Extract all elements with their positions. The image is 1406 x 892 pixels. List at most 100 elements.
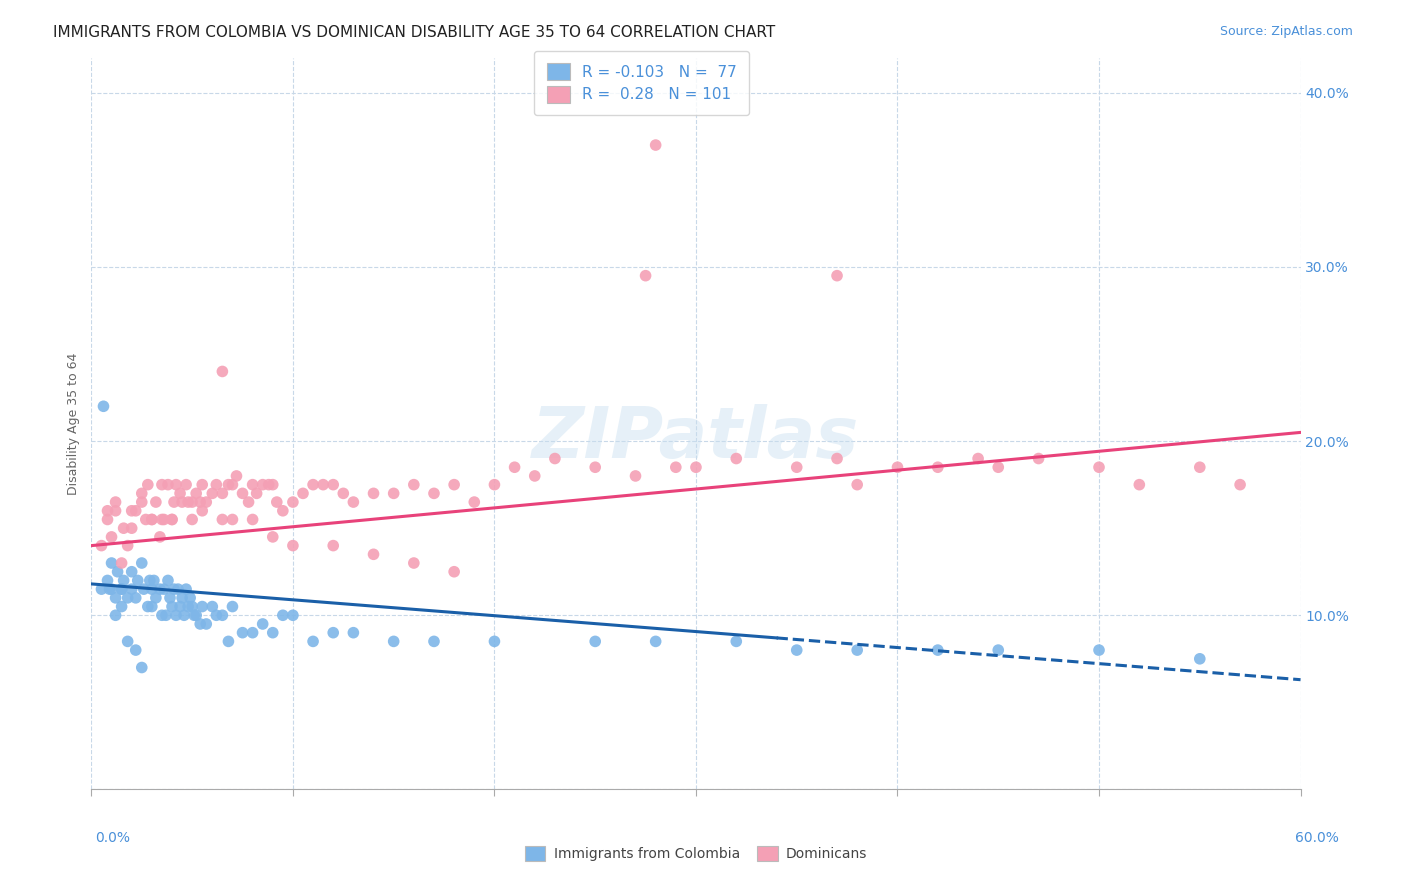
Point [163, 495, 186, 509]
Point [160, 512, 183, 526]
Point [302, 634, 325, 648]
Point [262, 477, 284, 491]
Point [160, 512, 183, 526]
Point [181, 599, 204, 614]
Point [177, 599, 200, 614]
Point [160, 599, 183, 614]
Point [90, 539, 112, 553]
Point [111, 582, 132, 596]
Point [195, 617, 218, 632]
Point [786, 643, 808, 657]
Point [634, 268, 657, 283]
Point [172, 591, 194, 605]
Point [463, 495, 485, 509]
Point [141, 599, 163, 614]
Point [266, 495, 288, 509]
Point [242, 477, 264, 491]
Point [846, 643, 869, 657]
Point [211, 486, 233, 500]
Point [98, 582, 121, 596]
Point [183, 608, 205, 623]
Point [167, 582, 190, 596]
Point [153, 512, 176, 526]
Point [786, 460, 808, 475]
Point [332, 486, 354, 500]
Point [242, 625, 264, 640]
Point [281, 495, 304, 509]
Point [136, 477, 159, 491]
Point [262, 530, 284, 544]
Point [1188, 460, 1211, 475]
Point [145, 591, 167, 605]
Point [846, 477, 869, 491]
Point [271, 504, 294, 518]
Text: IMMIGRANTS FROM COLOMBIA VS DOMINICAN DISABILITY AGE 35 TO 64 CORRELATION CHART: IMMIGRANTS FROM COLOMBIA VS DOMINICAN DI… [53, 25, 776, 40]
Point [927, 643, 949, 657]
Point [111, 599, 132, 614]
Point [191, 477, 214, 491]
Point [100, 530, 122, 544]
Point [544, 451, 567, 466]
Point [188, 617, 211, 632]
Point [257, 477, 280, 491]
Point [139, 574, 162, 588]
Point [825, 268, 848, 283]
Point [211, 512, 233, 526]
Point [181, 495, 204, 509]
Point [104, 608, 127, 623]
Point [112, 574, 135, 588]
Point [156, 574, 179, 588]
Point [155, 608, 177, 623]
Point [172, 495, 194, 509]
Point [121, 521, 143, 535]
Point [583, 460, 606, 475]
Point [523, 469, 546, 483]
Point [165, 477, 187, 491]
Point [150, 477, 173, 491]
Point [363, 486, 385, 500]
Point [231, 486, 253, 500]
Point [322, 625, 344, 640]
Point [987, 460, 1010, 475]
Point [262, 625, 284, 640]
Point [131, 556, 153, 570]
Point [191, 504, 214, 518]
Point [125, 504, 148, 518]
Point [145, 495, 167, 509]
Point [179, 591, 201, 605]
Point [217, 477, 239, 491]
Point [156, 477, 179, 491]
Point [322, 477, 344, 491]
Point [131, 660, 153, 674]
Point [886, 460, 908, 475]
Point [423, 634, 446, 648]
Point [150, 512, 173, 526]
Point [484, 634, 506, 648]
Point [1128, 477, 1150, 491]
Point [987, 643, 1010, 657]
Legend: Immigrants from Colombia, Dominicans: Immigrants from Colombia, Dominicans [519, 840, 873, 867]
Point [112, 521, 135, 535]
Point [132, 582, 155, 596]
Point [174, 582, 197, 596]
Point [149, 530, 172, 544]
Point [121, 504, 143, 518]
Point [443, 565, 465, 579]
Point [201, 599, 224, 614]
Point [90, 582, 112, 596]
Point [484, 477, 506, 491]
Point [100, 556, 122, 570]
Point [503, 460, 526, 475]
Point [825, 451, 848, 466]
Point [231, 625, 253, 640]
Point [150, 608, 173, 623]
Point [1188, 652, 1211, 666]
Point [181, 512, 204, 526]
Point [141, 512, 163, 526]
Point [1088, 460, 1111, 475]
Point [967, 451, 990, 466]
Point [252, 477, 274, 491]
Point [342, 625, 364, 640]
Point [211, 364, 233, 378]
Point [121, 582, 143, 596]
